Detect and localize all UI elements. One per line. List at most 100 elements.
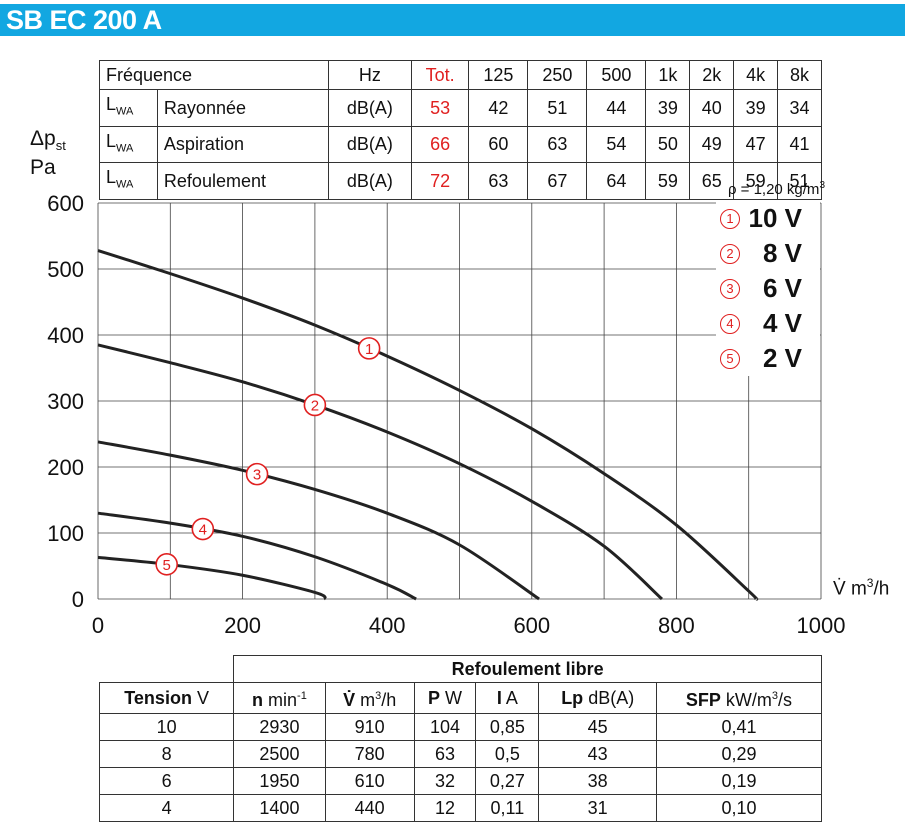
- legend-item: 2 8 V: [716, 236, 820, 271]
- noise-cell: 49: [689, 125, 735, 164]
- noise-header-row: Fréquence Hz Tot. 125 250 500 1k 2k 4k 8…: [99, 60, 822, 90]
- perf-cell: 2500: [233, 740, 326, 768]
- curve-3: [97, 440, 540, 601]
- perf-cell: 0,5: [475, 740, 540, 768]
- noise-row-rayonnee: LWA Rayonnée dB(A) 53 42 51 44 39 40 39 …: [99, 89, 822, 127]
- perf-group-header: Refoulement libre: [233, 655, 822, 683]
- fan-curve-chart: 0 200 400 600 800 1000 0 100 200 300 400 500 600 1 2 3…: [47, 191, 845, 638]
- x-tick-label: 400: [369, 613, 406, 638]
- curve-5: [97, 555, 327, 601]
- perf-cell: 0,27: [475, 767, 540, 795]
- page-title: SB EC 200 A: [6, 5, 162, 35]
- perf-cell: 2930: [233, 713, 326, 741]
- noise-row-unit: dB(A): [327, 162, 412, 200]
- perf-row: 6 1950 610 32 0,27 38 0,19: [98, 767, 823, 795]
- perf-cell: 45: [538, 713, 657, 741]
- legend-marker: 5: [720, 349, 740, 369]
- noise-header-4k: 4k: [733, 60, 779, 90]
- noise-row-name: Aspiration: [156, 125, 329, 164]
- perf-cell: 0,10: [655, 794, 823, 822]
- noise-row-tot: 66: [410, 125, 470, 164]
- perf-cell: 43: [538, 740, 657, 768]
- noise-cell: 39: [733, 89, 779, 127]
- noise-cell: 51: [777, 162, 822, 200]
- noise-cell: 42: [468, 89, 529, 127]
- noise-table: Fréquence Hz Tot. 125 250 500 1k 2k 4k 8…: [99, 60, 822, 200]
- legend-label: 6 V: [762, 273, 802, 303]
- lwa-symbol: LWA: [99, 89, 158, 127]
- noise-cell: 39: [645, 89, 691, 127]
- curve-marker-3: [245, 462, 269, 486]
- legend-item: 4 4 V: [716, 306, 820, 341]
- perf-column-header: n min-1: [233, 682, 326, 714]
- perf-cell: 910: [324, 713, 415, 741]
- perf-cell: 0,19: [655, 767, 823, 795]
- noise-header-250: 250: [527, 60, 588, 90]
- legend-label: 2 V: [762, 343, 802, 373]
- perf-cell: 10: [98, 713, 235, 741]
- x-axis-label: V̇ m3/h: [833, 576, 890, 600]
- noise-cell: 34: [777, 89, 822, 127]
- perf-cell: 38: [538, 767, 657, 795]
- legend-item: 3 6 V: [716, 271, 820, 306]
- perf-body: 10 2930 910 104 0,85 45 0,41 8 2500 780 63 0,5 43 0,2…: [98, 713, 823, 822]
- perf-cell: 0,41: [655, 713, 823, 741]
- noise-cell: 51: [527, 89, 588, 127]
- legend-marker: 2: [720, 244, 740, 264]
- chart-ticks: 0 200 400 600 800 1000 0 100 200 300 400 500 600: [47, 191, 845, 638]
- y-tick-label: 200: [47, 455, 84, 480]
- perf-column-header: Lp dB(A): [538, 682, 657, 714]
- curve-marker-label-1: 1: [365, 341, 373, 358]
- perf-cell: 610: [324, 767, 415, 795]
- density-note: ρ = 1,20 kg/m3: [727, 180, 825, 198]
- curve-4: [97, 511, 417, 601]
- y-tick-label: 300: [47, 389, 84, 414]
- perf-cell: 12: [413, 794, 477, 822]
- noise-row-unit: dB(A): [327, 89, 412, 127]
- x-tick-label: 200: [224, 613, 261, 638]
- noise-header-hz: Hz: [327, 60, 412, 90]
- perf-cell: 63: [413, 740, 477, 768]
- perf-column-header: Tension V: [98, 682, 235, 714]
- chart-curves: 1 2 3 4 5: [97, 249, 759, 601]
- lwa-symbol: LWA: [99, 162, 158, 200]
- y-tick-label: 100: [47, 521, 84, 546]
- y-tick-label: 0: [72, 587, 84, 612]
- title-bar: SB EC 200 A: [0, 4, 905, 36]
- x-tick-label: 1000: [797, 613, 846, 638]
- curve-2: [97, 343, 663, 601]
- noise-header-2k: 2k: [689, 60, 735, 90]
- perf-cell: 1950: [233, 767, 326, 795]
- perf-cell: 780: [324, 740, 415, 768]
- noise-row-tot: 72: [410, 162, 470, 200]
- curve-marker-5: [155, 553, 178, 576]
- noise-header-125: 125: [468, 60, 529, 90]
- y-tick-label: 500: [47, 257, 84, 282]
- curve-1: [97, 249, 759, 601]
- perf-row: 8 2500 780 63 0,5 43 0,29: [98, 740, 823, 768]
- noise-cell: 40: [689, 89, 735, 127]
- legend-label: 10 V: [748, 203, 803, 233]
- perf-row: 10 2930 910 104 0,85 45 0,41: [98, 713, 823, 741]
- perf-cell: 1400: [233, 794, 326, 822]
- noise-row-aspiration: LWA Aspiration dB(A) 66 60 63 54 50 49 4…: [99, 125, 822, 164]
- curve-marker-label-5: 5: [163, 557, 171, 574]
- perf-column-header: SFP kW/m3/s: [655, 682, 823, 714]
- perf-row: 4 1400 440 12 0,11 31 0,10: [98, 794, 823, 822]
- curve-marker-2: [303, 393, 327, 417]
- perf-group-header-row: Refoulement libre: [99, 655, 822, 683]
- noise-cell: 64: [586, 162, 647, 200]
- noise-cell: 54: [586, 125, 647, 164]
- noise-cell: 63: [468, 162, 529, 200]
- perf-column-header: P W: [413, 682, 477, 714]
- y-axis-label: Δpst Pa: [30, 127, 66, 180]
- legend-item: 5 2 V: [716, 341, 820, 376]
- perf-column-header: V̇ m3/h: [324, 682, 415, 714]
- perf-cell: 6: [98, 767, 235, 795]
- legend-item: 1 10 V: [716, 201, 820, 236]
- noise-cell: 67: [527, 162, 588, 200]
- noise-row-tot: 53: [410, 89, 470, 127]
- x-tick-label: 800: [658, 613, 695, 638]
